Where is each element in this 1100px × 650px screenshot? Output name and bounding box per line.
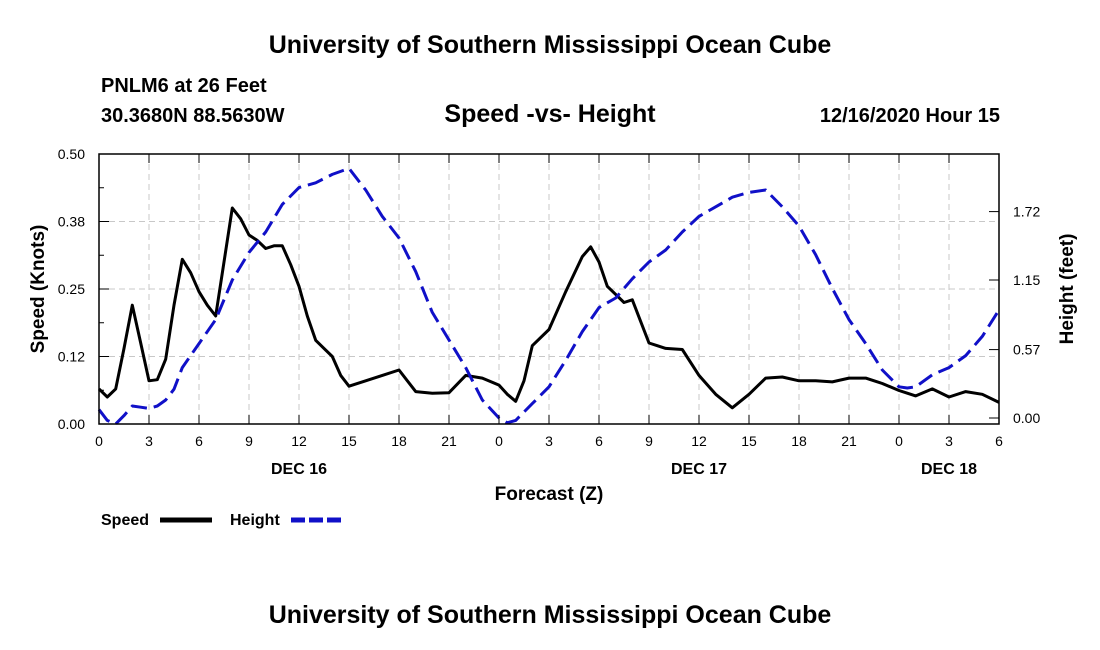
y-axis-label: Speed (Knots) [28,225,49,354]
x-tick-label: 18 [791,433,807,449]
y-tick-label: 0.38 [58,214,85,230]
y-tick-label: 0.50 [58,146,85,162]
legend: Speed Height [101,512,343,529]
page-title: University of Southern Mississippi Ocean… [268,31,832,59]
x-tick-label: 3 [545,433,553,449]
legend-height-label: Height [230,512,280,529]
x-tick-label: 15 [341,433,357,449]
y2-tick-label: 0.00 [1013,410,1040,426]
y2-tick-label: 0.57 [1013,342,1040,358]
station-label: PNLM6 at 26 Feet [101,75,267,97]
x-tick-label: 0 [95,433,103,449]
y2-tick-label: 1.72 [1013,204,1040,220]
y2-tick-label: 1.15 [1013,272,1040,288]
x-tick-label: 6 [595,433,603,449]
footer-title: University of Southern Mississippi Ocean… [268,601,832,629]
station-coords: 30.3680N 88.5630W [101,105,285,127]
x-tick-label: 6 [195,433,203,449]
series-layer [97,166,1001,426]
x-tick-label: 18 [391,433,407,449]
x-axis-label: Forecast (Z) [495,484,604,505]
x-tick-label: 3 [145,433,153,449]
speed-series-line [97,206,1000,410]
day-label: DEC 18 [921,461,977,478]
x-tick-label: 6 [995,433,1003,449]
y-tick-label: 0.00 [58,416,85,432]
legend-speed-label: Speed [101,512,149,529]
x-tick-label: 21 [441,433,457,449]
x-tick-label: 12 [291,433,307,449]
day-label: DEC 16 [271,461,327,478]
x-tick-label: 9 [645,433,653,449]
x-tick-label: 9 [245,433,253,449]
day-label: DEC 17 [671,461,727,478]
y-tick-label: 0.12 [58,349,85,365]
axis-ticks: 0 3 6 9 12 15 18 21 0 3 6 9 12 15 18 21 0 3 6 0.00 0.12 0.25 0… [58,146,1041,478]
height-series-line [97,166,1001,426]
x-tick-label: 0 [895,433,903,449]
forecast-date: 12/16/2020 Hour 15 [819,105,1000,127]
chart-title: Speed -vs- Height [444,100,656,128]
x-tick-label: 0 [495,433,503,449]
x-tick-label: 21 [841,433,857,449]
x-tick-label: 15 [741,433,757,449]
y2-axis-label: Height (feet) [1057,234,1078,345]
y-tick-label: 0.25 [58,281,85,297]
x-tick-label: 3 [945,433,953,449]
x-tick-label: 12 [691,433,707,449]
grid-lines [99,154,999,424]
